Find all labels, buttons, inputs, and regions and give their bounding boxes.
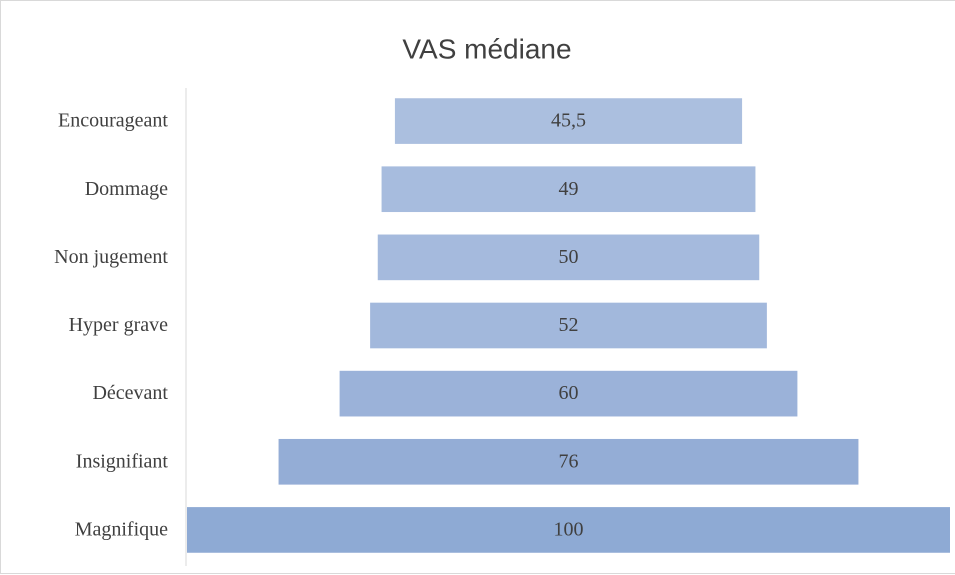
data-label: 60: [559, 382, 579, 404]
category-label: Hyper grave: [69, 314, 169, 336]
data-label: 50: [559, 246, 579, 268]
category-label: Magnifique: [75, 519, 168, 541]
data-label: 49: [559, 178, 579, 200]
data-label: 100: [554, 519, 584, 541]
funnel-bar: [339, 370, 798, 417]
chart-title: VAS médiane: [402, 33, 571, 64]
category-label: Décevant: [92, 382, 168, 404]
funnel-bar: [187, 507, 950, 553]
funnel-bar: [394, 98, 743, 144]
category-label: Non jugement: [54, 246, 168, 268]
data-label: 76: [559, 450, 579, 472]
category-label: Encourageant: [58, 110, 168, 132]
data-label: 45,5: [551, 110, 586, 132]
funnel-bar: [278, 438, 859, 485]
category-label: Insignifiant: [76, 450, 169, 472]
funnel-bar: [377, 234, 760, 281]
funnel-bar: [370, 302, 767, 349]
category-label: Dommage: [85, 178, 168, 200]
data-label: 52: [559, 314, 579, 336]
funnel-bar: [381, 166, 756, 213]
